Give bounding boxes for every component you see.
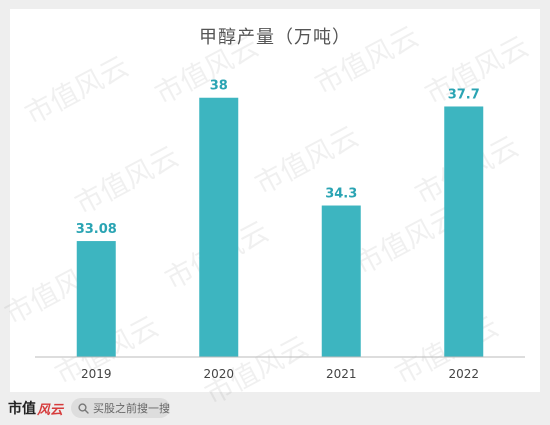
data-label-2019: 33.08 — [76, 222, 117, 237]
x-tick-label-2020: 2020 — [203, 367, 234, 381]
search-pill[interactable]: 买股之前搜一搜 — [71, 398, 170, 418]
bar-chart: 33.08 2019 38 2020 34.3 2021 37.7 2022 — [35, 79, 525, 381]
chart-title: 甲醇产量（万吨） — [199, 27, 351, 48]
brand-logo: 市值 风云 — [8, 398, 63, 418]
x-tick-label-2021: 2021 — [326, 367, 357, 381]
brand-accent-text: 风云 — [37, 402, 64, 418]
x-tick-label-2022: 2022 — [448, 367, 479, 381]
x-tick-label-2019: 2019 — [81, 367, 112, 381]
search-icon — [78, 402, 89, 414]
data-label-2020: 38 — [210, 79, 228, 94]
data-label-2021: 34.3 — [325, 187, 357, 202]
bar-2021 — [321, 205, 361, 357]
bar-2022 — [444, 106, 484, 357]
bar-2020 — [199, 97, 239, 357]
footer-bar: 市值 风云 买股之前搜一搜 — [0, 392, 550, 425]
bar-2019 — [76, 241, 116, 357]
search-hint-text: 买股之前搜一搜 — [93, 402, 170, 415]
brand-main-text: 市值 — [8, 401, 36, 417]
data-label-2022: 37.7 — [448, 87, 480, 102]
chart-card: 市值风云 市值风云 市值风云 市值风云 市值风云 市值风云 市值风云 市值风云 … — [0, 9, 540, 411]
